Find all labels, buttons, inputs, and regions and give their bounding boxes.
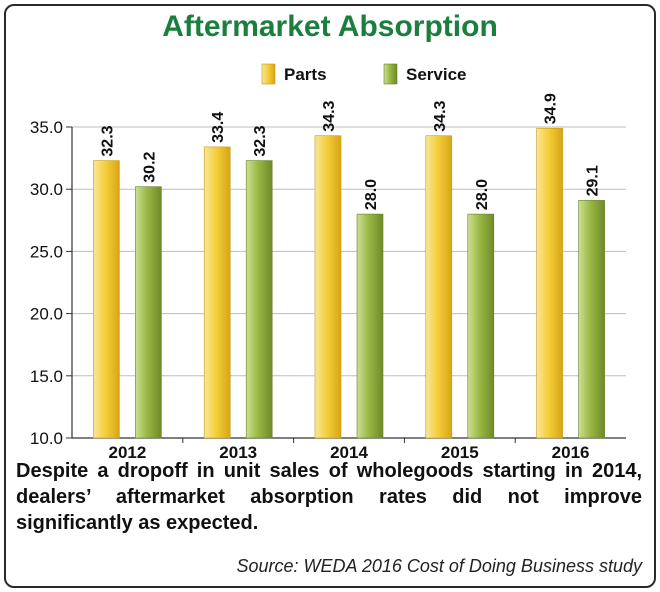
service-legend-swatch <box>383 63 398 85</box>
x-tick-label: 2012 <box>108 443 146 460</box>
axes: 10.0 15.0 20.0 25.0 30.0 35.0 2012 2013 2014 2015… <box>30 118 626 462</box>
chart-area: 10.0 15.0 20.0 25.0 30.0 35.0 2012 2013 2014 2015… <box>30 63 626 462</box>
service-legend-label: Service <box>406 65 467 84</box>
parts-legend-swatch <box>261 63 276 85</box>
y-tick-label: 35.0 <box>30 118 63 137</box>
grid-lines <box>72 126 626 377</box>
parts-bar <box>203 146 231 439</box>
parts-bar <box>536 127 563 439</box>
service-value-label: 28.0 <box>363 179 380 210</box>
parts-value-label: 34.3 <box>432 100 449 131</box>
parts-value-label: 32.3 <box>99 125 116 156</box>
y-tick-label: 20.0 <box>30 305 63 324</box>
x-tick-label: 2015 <box>441 443 479 460</box>
parts-legend-label: Parts <box>284 65 327 84</box>
parts-value-label: 34.9 <box>543 93 560 124</box>
service-bar <box>356 213 384 439</box>
parts-bar <box>93 160 120 439</box>
service-bar <box>135 186 162 439</box>
bar-chart: 10.0 15.0 20.0 25.0 30.0 35.0 2012 2013 2014 2015… <box>30 63 626 462</box>
x-tick-label: 2014 <box>330 443 368 460</box>
parts-bar <box>314 135 342 439</box>
service-bar <box>578 200 605 439</box>
parts-value-label: 33.4 <box>210 112 227 143</box>
y-tick-label: 15.0 <box>30 367 63 386</box>
y-tick-label: 30.0 <box>30 180 63 199</box>
chart-title: Aftermarket Absorption <box>162 10 498 43</box>
x-tick-label: 2016 <box>552 443 590 460</box>
chart-caption: Despite a dropoff in unit sales of whole… <box>16 460 642 534</box>
x-tick-label: 2013 <box>219 443 257 460</box>
service-value-label: 28.0 <box>474 179 491 210</box>
parts-bar <box>425 135 453 439</box>
service-value-label: 29.1 <box>585 165 602 196</box>
service-bar <box>467 213 495 439</box>
bars: 32.3 30.2 33.4 32.3 34.3 28.0 34.3 28.0 34.9 29.1 <box>93 93 605 439</box>
y-tick-label: 10.0 <box>30 429 63 448</box>
legend: Parts Service <box>261 63 467 85</box>
service-value-label: 30.2 <box>141 151 158 182</box>
parts-value-label: 34.3 <box>321 100 338 131</box>
y-tick-label: 25.0 <box>30 242 63 261</box>
service-value-label: 32.3 <box>252 125 269 156</box>
service-bar <box>245 160 273 439</box>
source-note: Source: WEDA 2016 Cost of Doing Business… <box>236 556 642 576</box>
